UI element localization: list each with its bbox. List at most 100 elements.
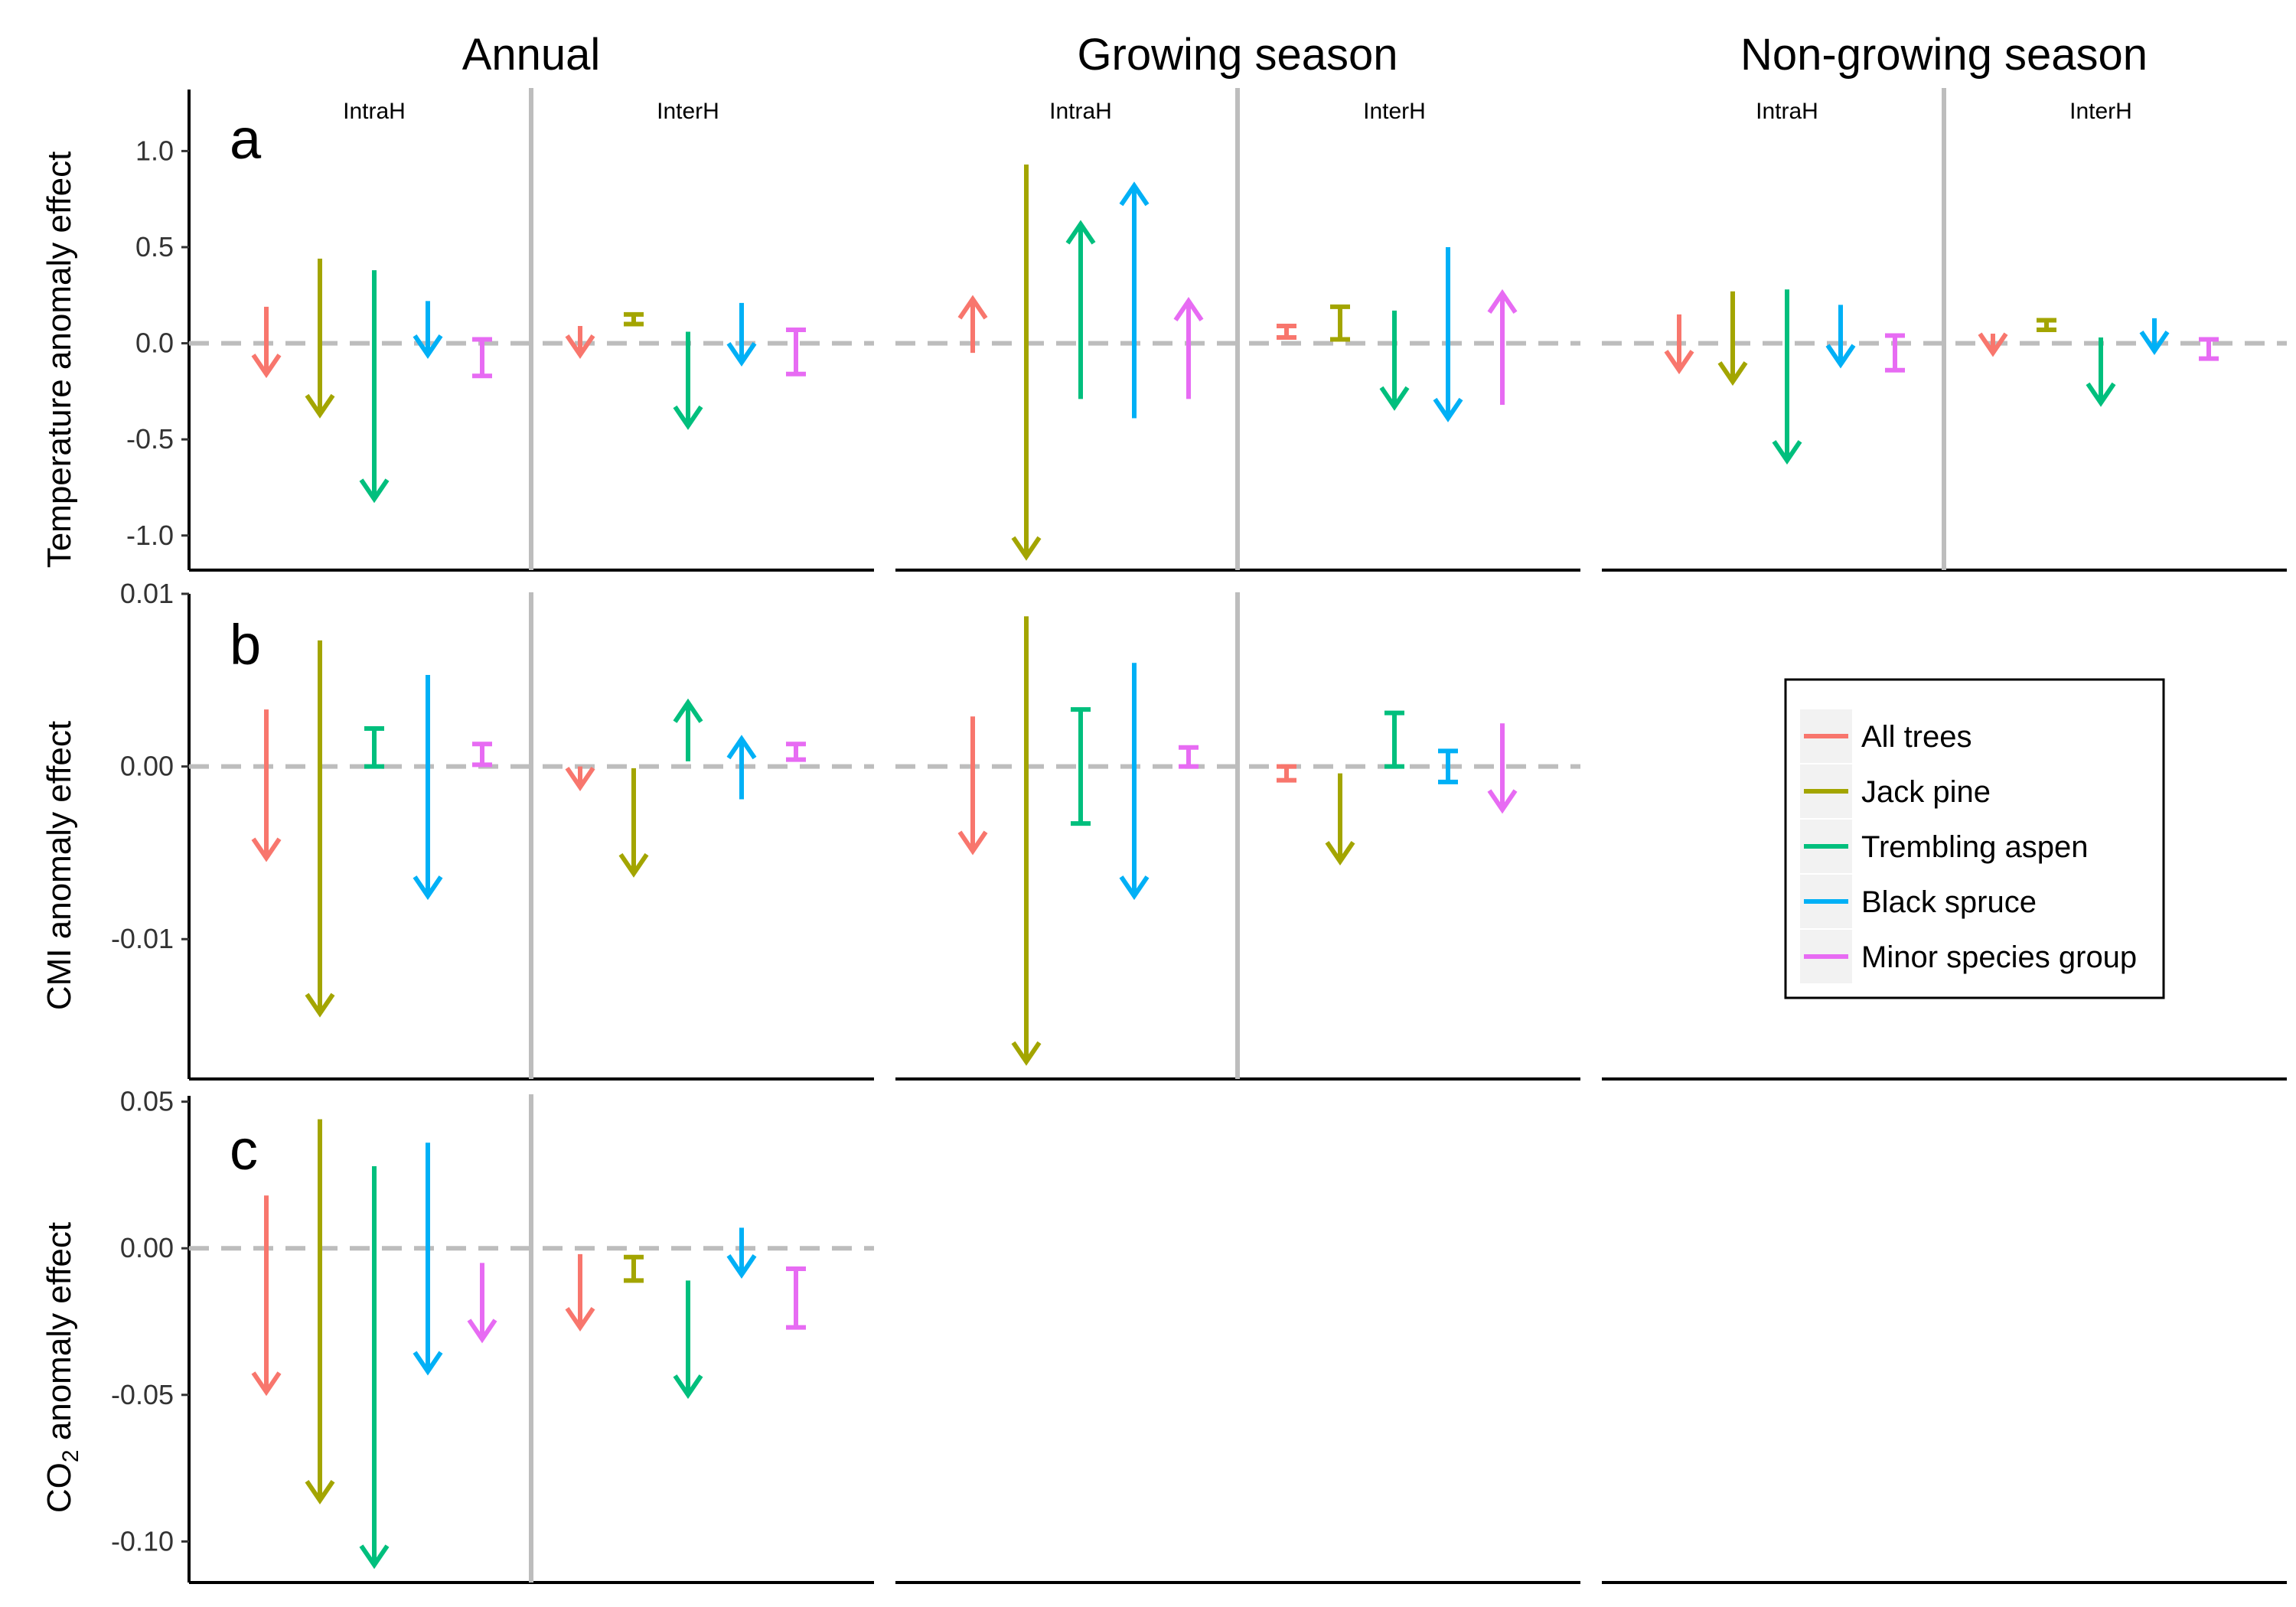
y-tick-label-c-2: -0.05 — [111, 1379, 174, 1410]
mark-b-growing-season-intrah-minor-species-group — [1179, 745, 1199, 769]
column-title-non-growing-season: Non-growing season — [1740, 30, 2148, 80]
mark-c-annual-interh-black-spruce-head — [726, 1254, 757, 1279]
plot-layer: 1.0 0.5 0.0 -0.5 -1.0 0.01 0.00 -0.01 0.05 0.00 -0… — [111, 88, 2287, 1584]
mark-b-annual-interh-black-spruce-head — [726, 735, 757, 760]
mark-a-growing-season-interh-black-spruce-head — [1433, 397, 1463, 422]
mark-a-non-growing-season-intrah-trembling-aspen — [1772, 289, 1802, 465]
mark-b-annual-intrah-black-spruce — [413, 675, 443, 901]
mark-c-annual-intrah-black-spruce-head — [413, 1351, 443, 1376]
y-tick-label-c-3: -0.10 — [111, 1525, 174, 1556]
mark-a-non-growing-season-interh-black-spruce-head — [2139, 330, 2170, 355]
mark-c-annual-intrah-jack-pine — [305, 1119, 335, 1505]
mark-b-annual-intrah-jack-pine-head — [305, 993, 335, 1018]
y-tick-label-b-0: 0.01 — [120, 578, 174, 609]
mark-b-growing-season-interh-jack-pine-head — [1325, 841, 1355, 866]
y-axis-title-co2: CO2 anomaly effect — [41, 1222, 83, 1513]
mark-a-annual-interh-all-trees-head — [565, 334, 595, 359]
mark-b-growing-season-intrah-all-trees — [957, 716, 988, 856]
mark-b-growing-season-interh-black-spruce — [1438, 748, 1458, 784]
y-tick-label-a-3: -0.5 — [126, 423, 174, 455]
mark-c-annual-interh-jack-pine — [624, 1254, 644, 1283]
mark-c-annual-intrah-black-spruce — [413, 1143, 443, 1376]
mark-c-annual-interh-black-spruce — [726, 1227, 757, 1279]
mark-c-annual-interh-all-trees — [565, 1253, 595, 1332]
mark-a-growing-season-intrah-black-spruce-head — [1119, 181, 1150, 207]
mark-b-annual-interh-jack-pine — [618, 768, 649, 878]
mark-b-annual-interh-jack-pine-head — [618, 852, 649, 878]
legend-item-trembling-aspen: Trembling aspen — [1800, 820, 2088, 873]
mark-c-annual-intrah-all-trees — [251, 1195, 282, 1397]
y-tick-label-b-1: 0.00 — [120, 751, 174, 782]
mark-c-annual-intrah-all-trees-head — [251, 1371, 282, 1397]
mark-a-growing-season-intrah-all-trees — [957, 295, 988, 354]
subtitle-interh-growing: InterH — [1363, 99, 1426, 124]
mark-c-annual-interh-trembling-aspen — [673, 1280, 703, 1400]
mark-a-non-growing-season-intrah-trembling-aspen-head — [1772, 440, 1802, 465]
mark-a-growing-season-intrah-minor-species-group — [1173, 296, 1204, 399]
subtitle-interh-nongrowing: InterH — [2069, 99, 2132, 124]
mark-b-growing-season-intrah-jack-pine-head — [1011, 1041, 1042, 1066]
mark-a-growing-season-intrah-trembling-aspen-head — [1065, 220, 1096, 245]
mark-a-growing-season-intrah-jack-pine — [1011, 164, 1042, 561]
mark-c-annual-intrah-jack-pine-head — [305, 1480, 335, 1505]
mark-b-growing-season-intrah-black-spruce-head — [1119, 875, 1150, 901]
mark-a-annual-interh-jack-pine — [624, 311, 644, 327]
legend-label: Black spruce — [1861, 885, 2037, 919]
mark-a-non-growing-season-interh-minor-species-group — [2199, 337, 2219, 361]
mark-b-annual-interh-minor-species-group — [786, 742, 806, 762]
column-title-growing-season: Growing season — [1077, 30, 1397, 80]
mark-a-annual-intrah-jack-pine — [305, 259, 335, 419]
mark-a-annual-interh-trembling-aspen — [673, 331, 703, 430]
mark-b-annual-intrah-trembling-aspen — [364, 725, 384, 769]
mark-b-growing-season-interh-trembling-aspen — [1384, 710, 1404, 769]
mark-a-growing-season-intrah-jack-pine-head — [1011, 536, 1042, 561]
mark-a-annual-intrah-jack-pine-head — [305, 393, 335, 419]
mark-a-growing-season-interh-all-trees — [1277, 323, 1296, 341]
mark-a-annual-intrah-all-trees-head — [251, 354, 282, 379]
mark-a-growing-season-intrah-minor-species-group-head — [1173, 296, 1204, 322]
mark-b-growing-season-interh-minor-species-group-head — [1487, 789, 1518, 814]
mark-a-growing-season-interh-black-spruce — [1433, 246, 1463, 422]
mark-a-non-growing-season-intrah-minor-species-group — [1885, 333, 1905, 373]
mark-c-annual-interh-trembling-aspen-head — [673, 1374, 703, 1400]
mark-b-annual-interh-black-spruce — [726, 735, 757, 800]
mark-a-non-growing-season-interh-black-spruce — [2139, 318, 2170, 355]
mark-c-annual-intrah-trembling-aspen — [359, 1165, 390, 1570]
mark-b-annual-intrah-black-spruce-head — [413, 875, 443, 901]
mark-b-annual-intrah-jack-pine — [305, 640, 335, 1018]
mark-b-annual-intrah-all-trees-head — [251, 837, 282, 862]
legend-items: All trees Jack pine Trembling aspen Black s… — [1800, 709, 2137, 983]
subtitle-intrah-nongrowing: IntraH — [1756, 99, 1818, 124]
legend-label: All trees — [1861, 720, 1972, 754]
mark-a-growing-season-intrah-all-trees-head — [957, 295, 988, 320]
mark-b-growing-season-intrah-black-spruce — [1119, 663, 1150, 901]
mark-a-annual-interh-black-spruce-head — [726, 342, 757, 367]
mark-b-annual-intrah-minor-species-group — [472, 742, 492, 768]
mark-c-annual-interh-minor-species-group — [786, 1266, 806, 1330]
y-axis-title-co2-rest: anomaly effect — [41, 1222, 78, 1450]
subtitle-intrah-annual: IntraH — [343, 99, 406, 124]
y-axis-title-co2-main: CO — [41, 1462, 78, 1513]
mark-a-growing-season-interh-trembling-aspen — [1379, 310, 1410, 411]
subtitle-interh-annual: InterH — [657, 99, 719, 124]
legend: All trees Jack pine Trembling aspen Black s… — [1784, 678, 2165, 999]
y-axis-title-temperature: Temperature anomaly effect — [41, 152, 78, 569]
mark-b-growing-season-interh-jack-pine — [1325, 773, 1355, 866]
y-tick-label-c-1: 0.00 — [120, 1232, 174, 1263]
legend-label: Trembling aspen — [1861, 830, 2088, 864]
legend-label: Jack pine — [1861, 775, 1991, 809]
mark-a-non-growing-season-interh-trembling-aspen-head — [2086, 382, 2116, 407]
y-axis-title-co2-subscript: 2 — [58, 1449, 83, 1462]
y-tick-label-a-4: -1.0 — [126, 520, 174, 551]
mark-a-growing-season-intrah-black-spruce — [1119, 181, 1150, 419]
y-tick-label-a-2: 0.0 — [135, 328, 174, 359]
mark-b-annual-interh-all-trees-head — [565, 767, 595, 792]
legend-item-all-trees: All trees — [1800, 709, 1972, 763]
mark-b-annual-interh-trembling-aspen-head — [673, 698, 703, 723]
mark-a-growing-season-interh-minor-species-group — [1487, 288, 1518, 405]
panel-letter-c: c — [230, 1118, 258, 1182]
y-tick-label-a-1: 0.5 — [135, 231, 174, 262]
mark-a-annual-intrah-all-trees — [251, 306, 282, 379]
y-tick-label-c-0: 0.05 — [120, 1086, 174, 1117]
